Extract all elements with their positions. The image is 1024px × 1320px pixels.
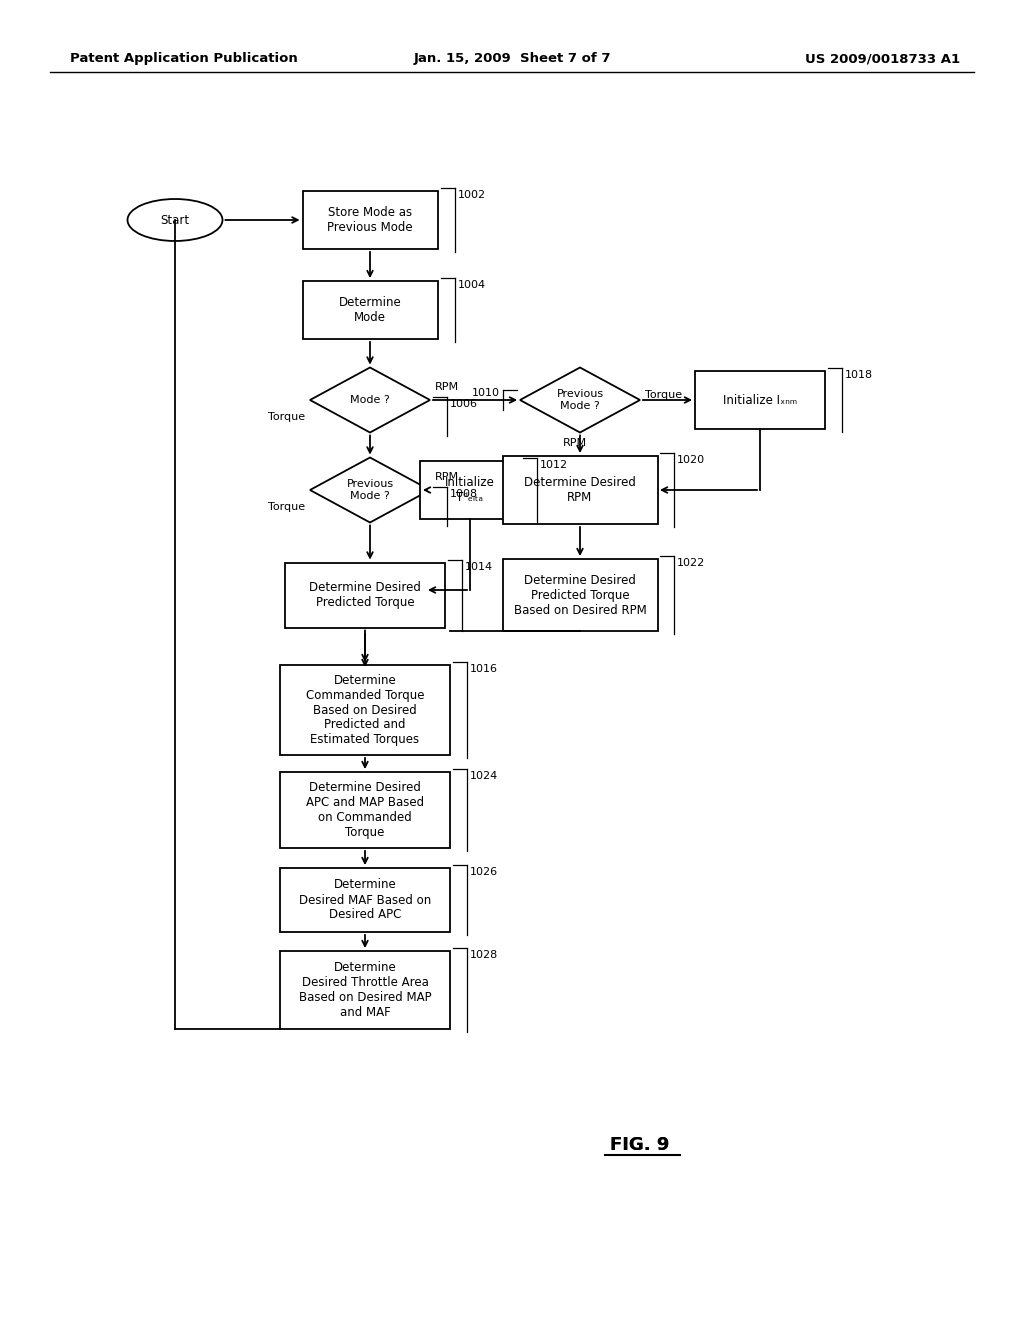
Text: FIG. 9: FIG. 9 [610, 1137, 670, 1154]
Bar [503, 558, 657, 631]
Text: 1028: 1028 [470, 950, 499, 960]
Text: Previous
Mode ?: Previous Mode ? [556, 389, 603, 411]
Text: Determine
Mode: Determine Mode [339, 296, 401, 323]
Text: 1012: 1012 [540, 459, 568, 470]
Text: Determine
Desired Throttle Area
Based on Desired MAP
and MAF: Determine Desired Throttle Area Based on… [299, 961, 431, 1019]
Text: RPM: RPM [563, 437, 587, 447]
Text: 1006: 1006 [450, 399, 478, 409]
Bar [695, 371, 825, 429]
Text: Patent Application Publication: Patent Application Publication [70, 51, 298, 65]
Text: 1020: 1020 [677, 455, 706, 465]
Text: Determine
Desired MAF Based on
Desired APC: Determine Desired MAF Based on Desired A… [299, 879, 431, 921]
Text: Determine Desired
RPM: Determine Desired RPM [524, 477, 636, 504]
Text: Torque: Torque [268, 412, 305, 422]
Text: FIG. 9: FIG. 9 [610, 1137, 670, 1154]
Bar [285, 562, 445, 627]
Text: Determine Desired
Predicted Torque
Based on Desired RPM: Determine Desired Predicted Torque Based… [514, 573, 646, 616]
Text: 1004: 1004 [458, 280, 485, 290]
Bar [280, 665, 450, 755]
Text: 1026: 1026 [470, 867, 498, 876]
Text: Store Mode as
Previous Mode: Store Mode as Previous Mode [328, 206, 413, 234]
Text: 1016: 1016 [470, 664, 498, 675]
Text: Torque: Torque [645, 389, 682, 400]
Text: Jan. 15, 2009  Sheet 7 of 7: Jan. 15, 2009 Sheet 7 of 7 [414, 51, 610, 65]
Polygon shape [310, 458, 430, 523]
Text: Initialize
Tᵈₑₗₜₐ: Initialize Tᵈₑₗₜₐ [445, 477, 495, 504]
Bar [280, 869, 450, 932]
Polygon shape [520, 367, 640, 433]
Text: Determine
Commanded Torque
Based on Desired
Predicted and
Estimated Torques: Determine Commanded Torque Based on Desi… [306, 673, 424, 747]
Text: 1002: 1002 [458, 190, 485, 201]
Polygon shape [310, 367, 430, 433]
Text: 1022: 1022 [677, 558, 706, 568]
Text: 1018: 1018 [845, 370, 873, 380]
Text: Determine Desired
APC and MAP Based
on Commanded
Torque: Determine Desired APC and MAP Based on C… [306, 781, 424, 840]
Text: Determine Desired
Predicted Torque: Determine Desired Predicted Torque [309, 581, 421, 609]
Bar [280, 950, 450, 1030]
Bar [280, 772, 450, 847]
Bar [302, 281, 437, 339]
Bar [503, 455, 657, 524]
Text: 1008: 1008 [450, 488, 478, 499]
Bar [420, 461, 520, 519]
Text: 1014: 1014 [465, 561, 494, 572]
Text: Initialize Iₓₙₘ: Initialize Iₓₙₘ [723, 393, 797, 407]
Text: 1024: 1024 [470, 771, 499, 781]
Text: Torque: Torque [268, 502, 305, 512]
Text: US 2009/0018733 A1: US 2009/0018733 A1 [805, 51, 961, 65]
Text: 1010: 1010 [472, 388, 500, 399]
Ellipse shape [128, 199, 222, 242]
Text: Previous
Mode ?: Previous Mode ? [346, 479, 393, 500]
Text: Mode ?: Mode ? [350, 395, 390, 405]
Text: RPM: RPM [435, 473, 459, 482]
Text: Start: Start [161, 214, 189, 227]
Bar [302, 191, 437, 249]
Text: RPM: RPM [435, 381, 459, 392]
